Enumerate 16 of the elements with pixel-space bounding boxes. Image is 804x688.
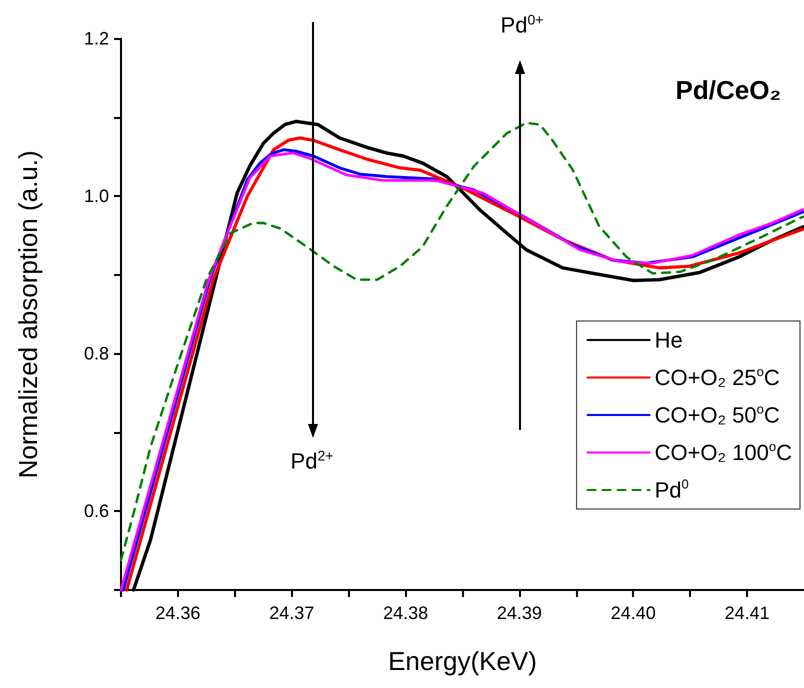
- legend-label: He: [654, 328, 683, 352]
- text: Pd/CeO₂: [676, 75, 782, 105]
- annotation: Pd$^{2+}$: [290, 447, 334, 475]
- x-axis-title: Energy(KeV): [388, 646, 537, 676]
- y-tick-label: 0.6: [84, 501, 109, 522]
- text: Pd$^{0+}$: [500, 11, 544, 39]
- y-axis-title: Normalized absorption (a.u.): [13, 150, 43, 478]
- x-tick-label: 24.40: [610, 603, 656, 623]
- y-tick-label: 1.0: [84, 186, 109, 206]
- x-tick-label: 24.39: [496, 603, 542, 623]
- x-tick-label: 24.36: [155, 603, 200, 623]
- y-tick-label: 0.8: [84, 344, 109, 364]
- y-tick-label: 1.2: [84, 28, 109, 49]
- x-tick-label: 24.38: [383, 603, 428, 623]
- x-tick-label: 24.37: [269, 603, 314, 623]
- x-tick-label: 24.41: [724, 603, 770, 623]
